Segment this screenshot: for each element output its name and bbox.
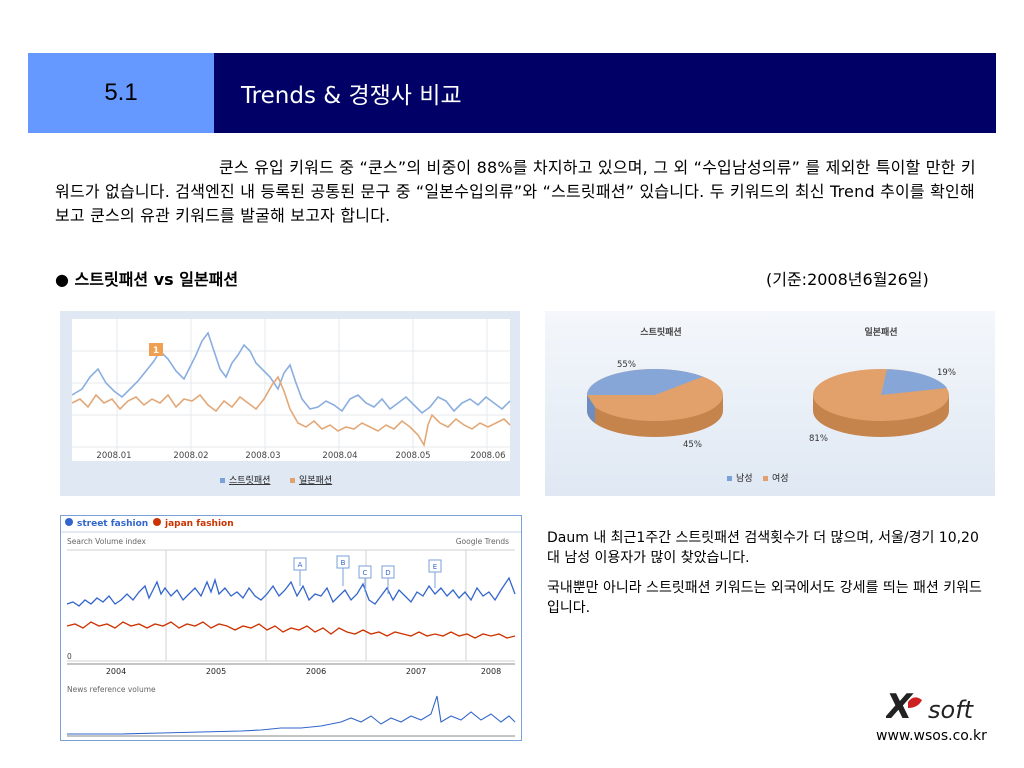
trend-x-tick: 2008.02 — [173, 451, 208, 461]
subhead-label: 스트릿패션 vs 일본패션 — [74, 270, 239, 289]
bullet-icon: ● — [55, 270, 69, 289]
trend-gridlines — [72, 319, 510, 461]
page-title-text: Trends & 경쟁사 비교 — [241, 83, 462, 109]
subhead: ● 스트릿패션 vs 일본패션 — [55, 266, 238, 290]
logo-text: soft — [928, 696, 975, 724]
as-of-date: (기준:2008년6월26일) — [766, 270, 929, 289]
google-trends-panel: street fashion japan fashion Search Volu… — [60, 515, 522, 741]
trend-plot-bg — [72, 319, 510, 461]
side-notes: Daum 내 최근1주간 스트릿패션 검색횟수가 더 많으며, 서울/경기 10… — [547, 528, 987, 628]
legend-swatch-male — [727, 476, 732, 481]
gt-marker: D — [385, 569, 390, 577]
legend-male: 남성 — [736, 473, 753, 484]
gt-year: 2005 — [206, 667, 226, 676]
logo-swoosh-icon — [908, 697, 922, 708]
legend-dot-japan — [153, 518, 161, 526]
gt-event-markers: A B C D E — [293, 555, 442, 594]
pie-japan — [813, 369, 949, 437]
trend-x-tick: 2008.01 — [96, 451, 131, 461]
pie-slice-male — [881, 369, 947, 395]
gt-news-line — [67, 695, 516, 735]
gt-year: 2007 — [406, 667, 426, 676]
trend-x-tick: 2008.06 — [470, 451, 505, 461]
trend-marker-badge — [149, 343, 163, 356]
google-trends-chart: street fashion japan fashion Search Volu… — [61, 518, 521, 737]
legend-dot-street — [65, 518, 73, 526]
gt-legend-japan: japan fashion — [164, 519, 234, 529]
pie-title-japan: 일본패션 — [864, 326, 897, 338]
gt-marker: A — [298, 561, 303, 569]
trend-x-tick: 2008.03 — [245, 451, 280, 461]
pie-chart: 스트릿패션 일본패션 55% 45% 19% 81% 남성 여성 — [545, 311, 995, 496]
gt-line-japan — [66, 621, 516, 639]
gt-year: 2008 — [481, 667, 501, 676]
pie-label: 55% — [617, 360, 636, 370]
side-note: 국내뿐만 아니라 스트릿패션 키워드는 외국에서도 강세를 띄는 패션 키워드 … — [547, 580, 982, 616]
pie-label: 81% — [809, 434, 828, 444]
trend-x-axis: 2008.01 2008.02 2008.03 2008.04 2008.05 … — [96, 451, 505, 461]
gt-marker: E — [433, 563, 437, 571]
pie-slice-male — [587, 369, 703, 395]
pie-label: 45% — [683, 440, 702, 450]
section-number: 5.1 — [28, 53, 214, 133]
trend-chart-panel: 1 2008.01 2008.02 2008.03 2008.04 2008.0… — [60, 311, 520, 496]
legend-japan[interactable]: 일본패션 — [299, 475, 332, 486]
trend-line-street — [71, 331, 511, 415]
gt-gridlines — [67, 549, 515, 662]
website-url[interactable]: www.wsos.co.kr — [876, 728, 987, 744]
page-title: Trends & 경쟁사 비교 — [214, 53, 996, 133]
legend-swatch-female — [763, 476, 768, 481]
trend-line-japan — [71, 375, 511, 448]
legend-street[interactable]: 스트릿패션 — [229, 474, 270, 486]
pie-street — [587, 369, 723, 437]
gt-year: 2006 — [306, 667, 326, 676]
trend-chart: 1 2008.01 2008.02 2008.03 2008.04 2008.0… — [71, 319, 511, 486]
gt-marker: C — [363, 569, 368, 577]
side-note: Daum 내 최근1주간 스트릿패션 검색횟수가 더 많으며, 서울/경기 10… — [547, 530, 979, 566]
legend-female: 여성 — [772, 472, 789, 484]
gt-news-label: News reference volume — [67, 685, 156, 694]
gt-line-street — [66, 576, 516, 607]
trend-marker-label: 1 — [153, 346, 159, 356]
trend-x-tick: 2008.04 — [322, 451, 357, 461]
pie-title-street: 스트릿패션 — [640, 326, 681, 338]
intro-paragraph: 쿤스 유입 키워드 중 “쿤스”의 비중이 88%를 차지하고 있으며, 그 외… — [55, 158, 976, 225]
trend-x-tick: 2008.05 — [395, 451, 430, 461]
gt-brand: Google Trends — [456, 537, 509, 546]
legend-swatch-street — [220, 478, 225, 483]
gt-years: 2004 2005 2006 2007 2008 — [106, 667, 501, 676]
gt-search-label: Search Volume index — [67, 537, 147, 546]
gt-legend-street: street fashion — [77, 519, 148, 529]
gt-year: 2004 — [106, 667, 126, 676]
pie-label: 19% — [937, 368, 956, 378]
company-logo: X soft — [884, 687, 994, 728]
gt-marker: B — [341, 559, 346, 567]
gt-zero: 0 — [67, 652, 72, 661]
legend-swatch-japan — [290, 478, 295, 483]
company-logo-graphic: X soft — [884, 687, 975, 727]
pie-chart-panel: 스트릿패션 일본패션 55% 45% 19% 81% 남성 여성 — [545, 311, 995, 496]
